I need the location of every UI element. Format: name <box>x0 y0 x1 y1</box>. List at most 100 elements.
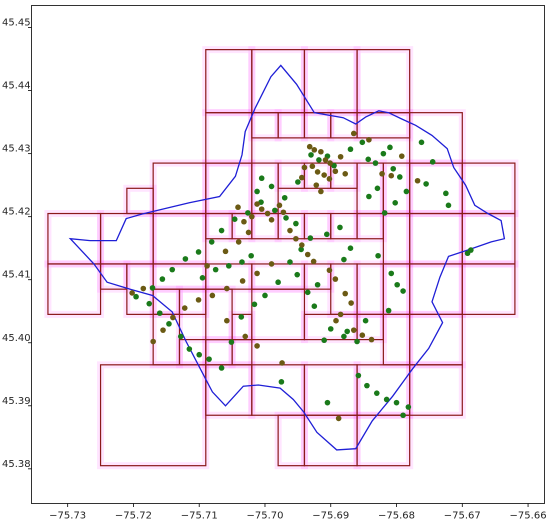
data-point-green <box>429 159 436 165</box>
y-tick-label: 45.45 <box>2 18 31 29</box>
data-point-green <box>324 231 330 238</box>
data-point-green <box>218 365 225 371</box>
data-point-green <box>381 210 388 216</box>
data-point-green <box>311 303 318 309</box>
data-point-olive <box>388 172 395 179</box>
data-point-green <box>388 270 395 277</box>
grid-cell-layer <box>47 49 516 467</box>
data-point-green <box>423 181 429 187</box>
data-point-green <box>228 339 235 345</box>
data-point-olive <box>342 171 349 177</box>
data-point-green <box>354 338 360 345</box>
data-point-olive <box>235 204 241 211</box>
x-tick-label: −75.70 <box>246 511 283 522</box>
data-point-green <box>397 174 403 180</box>
data-point-olive <box>224 285 230 292</box>
city-boundary-layer <box>68 64 506 451</box>
data-point-olive <box>204 263 210 269</box>
data-point-green <box>226 263 232 269</box>
plot-area <box>31 5 545 504</box>
data-point-green <box>169 266 176 273</box>
data-point-green <box>238 314 245 320</box>
data-point-green <box>337 224 343 231</box>
data-point-olive <box>311 147 318 153</box>
x-tick-label: −75.71 <box>181 511 218 522</box>
data-point-olive <box>249 213 255 220</box>
data-point-green <box>133 293 139 300</box>
data-point-green <box>366 193 372 200</box>
data-point-olive <box>350 130 357 137</box>
data-point-green <box>394 281 400 288</box>
data-point-olive <box>276 202 283 209</box>
data-point-green <box>231 216 238 222</box>
data-point-olive <box>299 242 305 248</box>
data-point-green <box>375 252 381 259</box>
data-point-green <box>464 250 471 257</box>
data-point-olive <box>310 258 317 265</box>
data-point-green <box>390 165 397 172</box>
data-point-green <box>355 372 362 379</box>
data-point-green <box>195 249 202 255</box>
data-point-olive <box>195 297 202 303</box>
x-tick-label: −75.68 <box>378 511 415 522</box>
data-point-green <box>400 288 406 294</box>
data-point-green <box>445 202 452 209</box>
data-point-olive <box>264 210 271 217</box>
data-point-olive <box>304 251 311 258</box>
data-point-olive <box>209 292 216 299</box>
data-point-green <box>262 292 268 299</box>
data-point-green <box>374 185 381 192</box>
data-point-olive <box>306 143 313 150</box>
x-tick-label: −75.66 <box>510 511 547 522</box>
data-point-olive <box>254 201 260 207</box>
y-tick-label: 45.38 <box>2 459 31 470</box>
data-point-olive <box>342 290 349 297</box>
data-point-green <box>281 194 288 201</box>
data-point-green <box>295 179 301 185</box>
data-point-green <box>347 146 354 153</box>
grid-cell <box>356 414 411 467</box>
data-point-olive <box>293 235 299 242</box>
data-point-green <box>278 379 285 385</box>
data-point-green <box>283 215 289 221</box>
data-point-green <box>362 317 369 324</box>
y-tick-label: 45.39 <box>2 396 31 407</box>
data-point-olive <box>160 327 166 333</box>
data-point-green <box>365 156 372 163</box>
data-point-green <box>372 160 379 166</box>
data-point-olive <box>181 305 188 311</box>
x-tick-label: −75.73 <box>49 511 86 522</box>
y-tick-label: 45.40 <box>2 333 31 344</box>
data-point-green <box>218 227 225 234</box>
data-point-olive <box>348 300 354 306</box>
data-point-green <box>385 307 392 314</box>
data-point-olive <box>268 261 275 267</box>
data-point-green <box>387 144 393 151</box>
data-point-olive <box>129 290 135 296</box>
data-point-green <box>275 279 281 286</box>
point-layer <box>129 130 474 422</box>
data-point-olive <box>301 164 308 171</box>
data-point-green <box>287 259 293 265</box>
data-point-olive <box>254 270 260 277</box>
data-point-green <box>314 281 321 288</box>
data-point-green <box>239 259 245 265</box>
data-point-green <box>177 333 184 340</box>
data-point-olive <box>350 327 357 333</box>
data-point-green <box>341 333 347 340</box>
data-point-green <box>199 275 206 281</box>
data-point-green <box>380 150 387 157</box>
data-point-olive <box>332 168 339 175</box>
data-point-green <box>298 246 304 253</box>
data-point-olive <box>268 217 275 223</box>
data-point-olive <box>322 157 329 163</box>
data-point-olive <box>368 336 375 343</box>
data-point-green <box>321 337 327 344</box>
data-point-green <box>156 310 163 316</box>
data-point-olive <box>332 276 339 282</box>
data-point-green <box>196 351 203 358</box>
data-point-green <box>308 152 314 158</box>
data-point-olive <box>279 360 285 366</box>
grid-cell <box>409 364 463 416</box>
y-tick-label: 45.43 <box>2 144 31 155</box>
